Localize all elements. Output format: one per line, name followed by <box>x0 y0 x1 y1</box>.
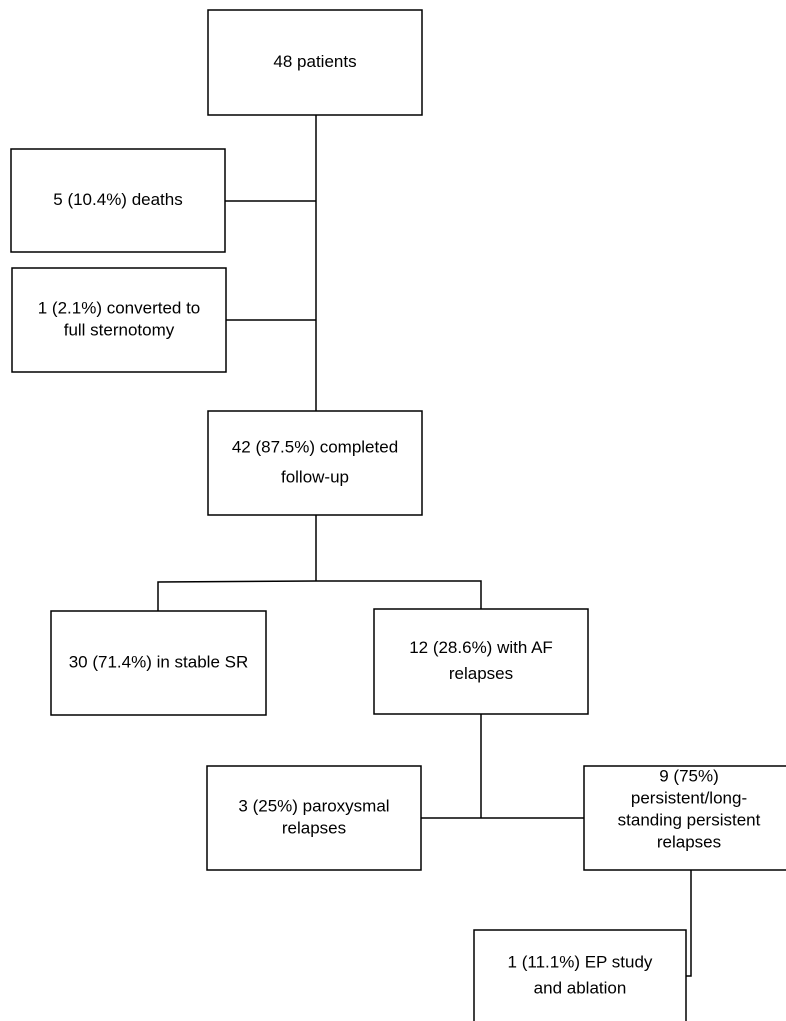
node: 1 (11.1%) EP study and ablation <box>473 929 687 1021</box>
node-label: 12 (28.6%) with AF <box>409 638 553 657</box>
connector <box>157 580 482 611</box>
node: 42 (87.5%) completed follow-up <box>207 410 423 516</box>
node-label: relapses <box>449 664 513 683</box>
node-label: follow-up <box>281 467 349 486</box>
node: 5 (10.4%) deaths <box>10 148 226 253</box>
node-label: full sternotomy <box>64 320 175 339</box>
node-label: 5 (10.4%) deaths <box>53 190 182 209</box>
node-box <box>206 765 422 871</box>
node: 30 (71.4%) in stable SR <box>50 610 267 716</box>
node-box <box>207 410 423 516</box>
node: 48 patients <box>207 9 423 116</box>
node: 3 (25%) paroxysmal relapses <box>206 765 422 871</box>
node: 12 (28.6%) with AF relapses <box>373 608 589 715</box>
node-box <box>10 148 226 253</box>
nodes: 48 patients 5 (10.4%) deaths 1 (2.1%) conv… <box>10 9 786 1021</box>
node-label: persistent/long- <box>631 788 747 807</box>
node-label: and ablation <box>534 978 627 997</box>
connector <box>686 870 692 977</box>
node-label: 3 (25%) paroxysmal <box>238 796 389 815</box>
node-label: relapses <box>657 832 721 851</box>
node: 1 (2.1%) converted to full sternotomy <box>11 267 227 373</box>
node-label: 42 (87.5%) completed <box>232 437 398 456</box>
node-box <box>583 765 786 871</box>
node-box <box>50 610 267 716</box>
node-box <box>11 267 227 373</box>
node: 9 (75%) persistent/long-standing persiste… <box>583 765 786 871</box>
node-label: 1 (11.1%) EP study <box>508 952 653 971</box>
node-box <box>373 608 589 715</box>
connectors <box>157 115 692 977</box>
node-label: standing persistent <box>618 810 761 829</box>
node-label: 48 patients <box>273 52 356 71</box>
node-label: relapses <box>282 818 346 837</box>
node-box <box>207 9 423 116</box>
node-box <box>473 929 687 1021</box>
node-label: 9 (75%) <box>659 766 719 785</box>
node-label: 30 (71.4%) in stable SR <box>69 652 249 671</box>
node-label: 1 (2.1%) converted to <box>38 298 201 317</box>
